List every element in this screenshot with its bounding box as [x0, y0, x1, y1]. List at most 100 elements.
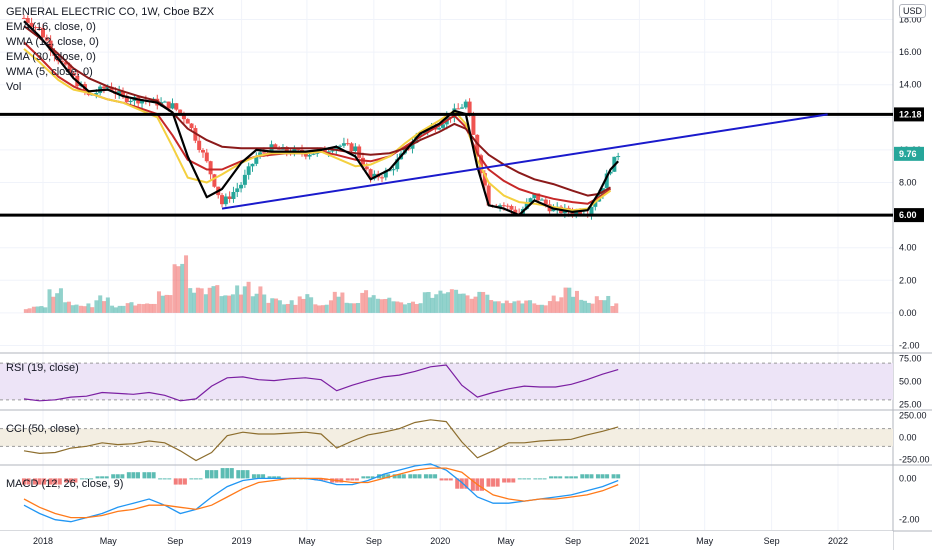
volume-bar	[477, 291, 482, 313]
volume-bar	[246, 281, 251, 313]
indicator-ema16-label[interactable]: EMA (16, close, 0)	[6, 21, 96, 33]
volume-bar	[586, 302, 591, 313]
macd-histogram-bar	[491, 478, 496, 487]
candle-body	[463, 101, 468, 108]
volume-bar	[98, 295, 103, 313]
candle-body	[120, 91, 125, 96]
indicator-ema30-label[interactable]: EMA (30, close, 0)	[6, 51, 96, 63]
macd-histogram-bar	[553, 476, 558, 479]
candle-body	[181, 113, 186, 120]
cci-pane-label[interactable]: CCI (50, close)	[6, 423, 80, 435]
macd-histogram-bar	[605, 474, 610, 479]
macd-histogram-bar	[370, 476, 375, 479]
macd-histogram-bar	[502, 478, 507, 483]
macd-signal-line	[23, 467, 619, 519]
macd-pane-label[interactable]: MACD (12, 26, close, 9)	[6, 478, 124, 490]
macd-histogram-bar	[470, 478, 475, 491]
macd-histogram-bar	[104, 476, 109, 479]
volume-bar	[594, 296, 599, 313]
volume-bar	[598, 300, 603, 313]
macd-histogram-bar	[256, 474, 261, 479]
volume-bar	[442, 293, 447, 313]
candle-body	[101, 86, 106, 89]
macd-histogram-bar	[386, 474, 391, 479]
macd-histogram-bar	[495, 478, 500, 487]
volume-bar	[324, 304, 329, 313]
candle-body	[258, 152, 263, 156]
candle-body	[357, 146, 362, 158]
wma5-line	[23, 20, 620, 217]
macd-histogram-bar	[37, 478, 42, 485]
volume-bar	[82, 306, 87, 313]
volume-bar	[188, 288, 193, 313]
macd-histogram-bar	[517, 478, 522, 480]
candle-body	[128, 100, 133, 103]
macd-histogram-bar	[147, 472, 152, 479]
candle-body	[21, 17, 26, 19]
volume-bar	[418, 303, 423, 313]
cci-band	[0, 428, 893, 447]
macd-histogram-bar	[423, 474, 428, 479]
candle-body	[330, 150, 335, 152]
macd-histogram-bar	[26, 478, 31, 485]
volume-bar	[496, 301, 501, 313]
indicator-vol-label[interactable]: Vol	[6, 81, 22, 93]
candle-body	[353, 146, 358, 152]
volume-bar	[238, 294, 243, 313]
volume-bar	[309, 297, 314, 313]
volume-bar	[90, 307, 95, 313]
indicator-wma5-label[interactable]: WMA (5, close, 0)	[6, 66, 93, 78]
volume-bar	[285, 303, 290, 313]
candle-body	[37, 27, 42, 29]
volume-bar	[571, 296, 576, 313]
indicator-wma12-label[interactable]: WMA (12, close, 0)	[6, 36, 99, 48]
volume-bar	[258, 286, 263, 313]
candle-body	[166, 101, 171, 109]
candle-body	[197, 140, 202, 151]
volume-bar	[94, 300, 99, 313]
macd-histogram-bar	[506, 478, 511, 483]
candle-body	[41, 28, 45, 38]
macd-histogram-bar	[616, 474, 621, 479]
candle-body	[307, 154, 312, 157]
volume-bar	[203, 294, 208, 313]
currency-badge[interactable]: USD	[898, 4, 926, 18]
time-axis-tick-label: May	[100, 536, 118, 546]
time-axis-tick-label: 2018	[33, 536, 53, 546]
candle-body	[311, 153, 316, 155]
candle-body	[391, 169, 396, 171]
candle-body	[162, 101, 167, 103]
candle-body	[140, 100, 145, 104]
candle-body	[220, 195, 225, 205]
volume-bar	[211, 286, 216, 313]
macd-histogram-bar	[220, 468, 225, 479]
candle-body	[105, 86, 110, 89]
price-label-badge	[894, 208, 924, 223]
volume-bar	[289, 300, 294, 313]
macd-histogram-bar	[42, 478, 47, 485]
volume-bar	[274, 298, 279, 313]
volume-bar	[293, 304, 298, 313]
candle-body	[513, 209, 518, 214]
volume-bar	[536, 304, 541, 313]
macd-histogram-bar	[79, 478, 84, 480]
candle-body	[322, 148, 327, 153]
candle-body	[63, 62, 68, 65]
rsi-pane-label[interactable]: RSI (19, close)	[6, 362, 79, 374]
symbol-title[interactable]: GENERAL ELECTRIC CO, 1W, Cboe BZX	[6, 6, 215, 18]
volume-bar	[551, 295, 556, 313]
volume-bar	[387, 297, 392, 313]
macd-histogram-bar	[126, 472, 131, 479]
cci-axis-tick-label: 250.00	[899, 410, 927, 420]
time-axis-tick-label: 2021	[629, 536, 649, 546]
candle-body	[505, 205, 510, 207]
macd-histogram-bar	[600, 474, 605, 479]
volume-bar	[39, 306, 44, 313]
macd-histogram-bar	[542, 478, 547, 480]
volume-bar	[277, 300, 282, 313]
candle-body	[345, 143, 350, 145]
macd-histogram-bar	[240, 470, 245, 479]
candle-body	[170, 103, 175, 109]
volume-bar	[379, 299, 384, 313]
